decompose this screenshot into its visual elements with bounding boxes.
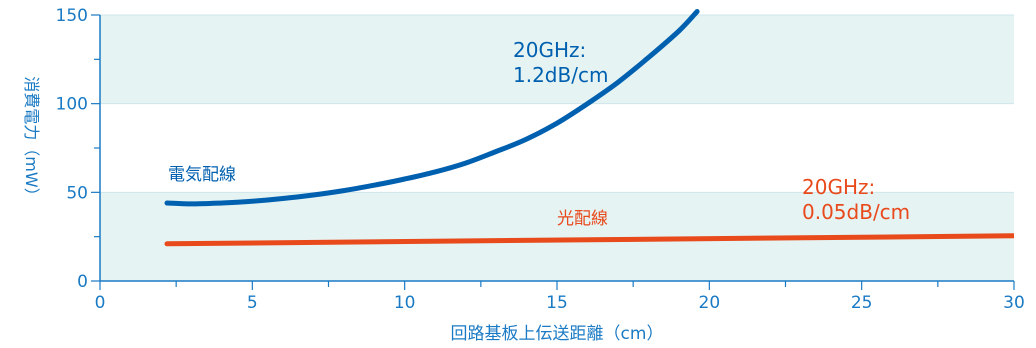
x-tick-label-15: 15 — [546, 293, 568, 313]
y-tick-label-150: 150 — [56, 6, 88, 26]
optical-annotation-line-2: 0.05dB/cm — [802, 200, 910, 224]
x-tick-label-0: 0 — [95, 293, 106, 313]
x-tick-label-30: 30 — [1003, 293, 1025, 313]
ticks — [91, 14, 1015, 290]
optical-wiring-line — [164, 233, 1014, 247]
series-annotations: 電気配線 20GHz: 1.2dB/cm 光配線 20GHz: 0.05dB/c… — [168, 38, 910, 229]
y-tick-label-0: 0 — [77, 272, 88, 292]
x-tick-label-5: 5 — [247, 293, 258, 313]
x-tick-label-25: 25 — [851, 293, 873, 313]
electric-wiring-label: 電気配線 — [168, 165, 236, 185]
optical-annotation-line-1: 20GHz: — [802, 175, 875, 199]
electric-annotation-line-1: 20GHz: — [513, 38, 586, 62]
x-tick-label-20: 20 — [699, 293, 721, 313]
y-tick-label-100: 100 — [56, 95, 88, 115]
x-axis-title: 回路基板上伝送距離（cm） — [451, 324, 664, 344]
series-layer — [164, 9, 1014, 247]
x-tick-label-10: 10 — [394, 293, 416, 313]
electric-annotation-line-2: 1.2dB/cm — [513, 63, 608, 87]
optical-wiring-label: 光配線 — [557, 209, 608, 229]
y-tick-label-50: 50 — [66, 183, 88, 203]
gridlines — [100, 14, 1014, 193]
electric-wiring-line — [164, 9, 700, 207]
y-axis-title: 消費電力（mW） — [22, 76, 41, 203]
grid-band-1 — [100, 15, 1014, 104]
tick-labels: 0 5 10 15 20 25 30 0 50 100 150 — [56, 6, 1025, 313]
